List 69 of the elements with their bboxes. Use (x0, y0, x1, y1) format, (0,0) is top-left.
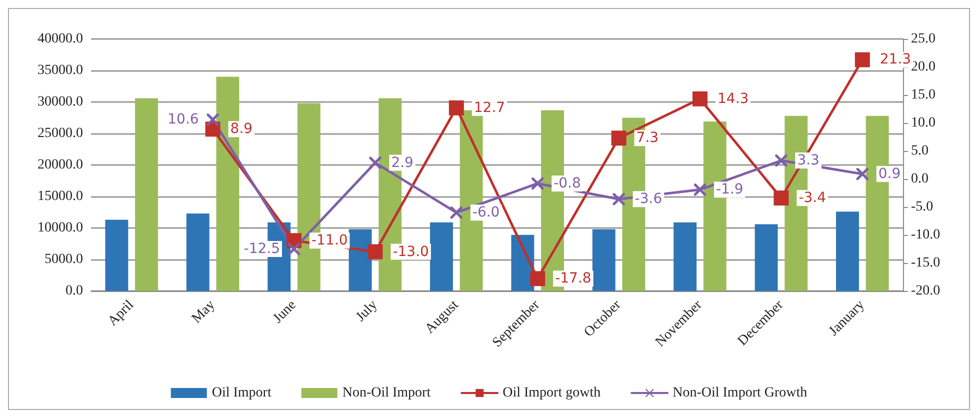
data-label: -6.0 (472, 204, 500, 221)
data-label: -17.8 (555, 270, 592, 287)
data-label: 21.3 (880, 52, 912, 68)
y-tick-label: 40000.0 (38, 32, 83, 46)
data-label: -13.0 (392, 244, 429, 260)
bar (186, 214, 210, 291)
y-tick-label: 15000.0 (38, 189, 83, 204)
bar (135, 98, 158, 291)
point (854, 52, 870, 68)
y-tick-label: 5000.0 (44, 252, 83, 267)
point (369, 156, 382, 169)
y2-tick-label: 25.0 (911, 32, 936, 46)
data-label: 14.3 (718, 90, 749, 107)
point (206, 114, 219, 126)
point (448, 100, 464, 116)
y2-tick-label: 10.0 (911, 116, 936, 130)
point (692, 91, 708, 106)
y-tick-label: 35000.0 (38, 63, 83, 78)
bar (430, 222, 453, 291)
data-label: 10.6 (168, 112, 199, 128)
point (368, 244, 383, 260)
legend-label: Non-Oil Import Growth (672, 386, 808, 400)
data-label: -1.9 (716, 182, 744, 198)
data-label: 2.9 (391, 154, 414, 171)
bar (105, 220, 128, 291)
y2-tick-label: 0.0 (911, 172, 928, 186)
data-label: -0.8 (554, 175, 581, 192)
y2-tick-label: -20.0 (911, 284, 940, 298)
x-tick-label: June (270, 298, 300, 326)
bar (674, 222, 697, 291)
y-tick-label: 25000.0 (38, 126, 83, 141)
point (288, 243, 300, 255)
data-label: -11.0 (312, 232, 348, 249)
point (611, 130, 626, 146)
y-tick-label: 10000.0 (38, 220, 83, 236)
legend-label: Oil Import (212, 386, 272, 400)
x-tick-label: July (353, 298, 381, 325)
bar (348, 229, 372, 291)
point (530, 271, 546, 286)
data-label: 8.9 (230, 121, 253, 138)
point (450, 206, 462, 219)
y-tick-label: 20000.0 (38, 158, 83, 172)
y-tick-label: 0.0 (66, 284, 83, 298)
point (532, 177, 544, 190)
legend-label: Oil Import gowth (502, 386, 601, 400)
data-label: 3.3 (797, 152, 820, 169)
x-tick-label: May (189, 298, 218, 326)
bar (836, 212, 859, 291)
y2-tick-label: -10.0 (911, 228, 940, 242)
data-label: -3.6 (634, 191, 662, 208)
y2-tick-label: 20.0 (911, 60, 936, 74)
bar (754, 224, 778, 291)
point (775, 154, 788, 167)
data-label: 12.7 (474, 100, 506, 116)
point (774, 190, 789, 206)
point (694, 184, 706, 196)
data-label: 7.3 (636, 130, 659, 146)
y-tick-label: 30000.0 (38, 94, 83, 110)
data-label: -12.5 (244, 241, 280, 257)
y2-tick-label: -5.0 (911, 200, 934, 214)
y2-tick-label: 15.0 (911, 88, 936, 102)
data-label: -3.4 (798, 190, 826, 206)
point (856, 168, 868, 180)
y2-tick-label: 5.0 (911, 144, 928, 158)
bar (592, 229, 616, 291)
point (612, 193, 625, 206)
y2-tick-label: -15.0 (911, 256, 940, 270)
legend-label: Non-Oil Import (342, 386, 431, 400)
data-label: 0.9 (878, 166, 901, 182)
